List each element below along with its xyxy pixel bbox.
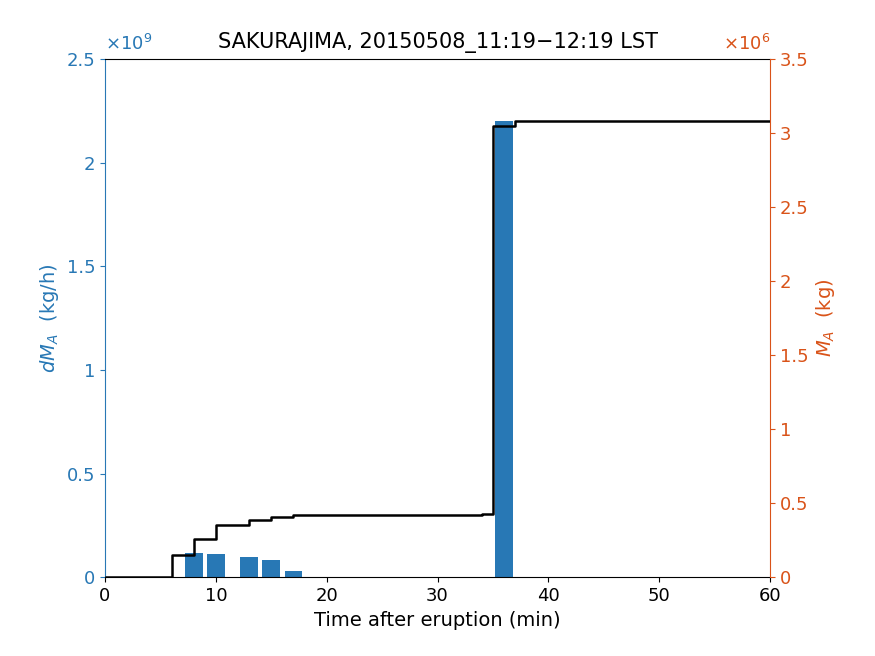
Bar — [262, 560, 280, 577]
Y-axis label: $dM_A$  (kg/h): $dM_A$ (kg/h) — [38, 263, 61, 373]
Bar — [495, 121, 513, 577]
Bar — [241, 556, 258, 577]
Title: SAKURAJIMA, 20150508_11:19−12:19 LST: SAKURAJIMA, 20150508_11:19−12:19 LST — [218, 32, 657, 53]
Text: $\times10^9$: $\times10^9$ — [105, 33, 152, 54]
Y-axis label: $M_A$  (kg): $M_A$ (kg) — [814, 279, 837, 358]
Bar — [185, 554, 202, 577]
Bar — [284, 571, 302, 577]
X-axis label: Time after eruption (min): Time after eruption (min) — [314, 611, 561, 630]
Bar — [207, 554, 225, 577]
Text: $\times10^6$: $\times10^6$ — [723, 33, 770, 54]
